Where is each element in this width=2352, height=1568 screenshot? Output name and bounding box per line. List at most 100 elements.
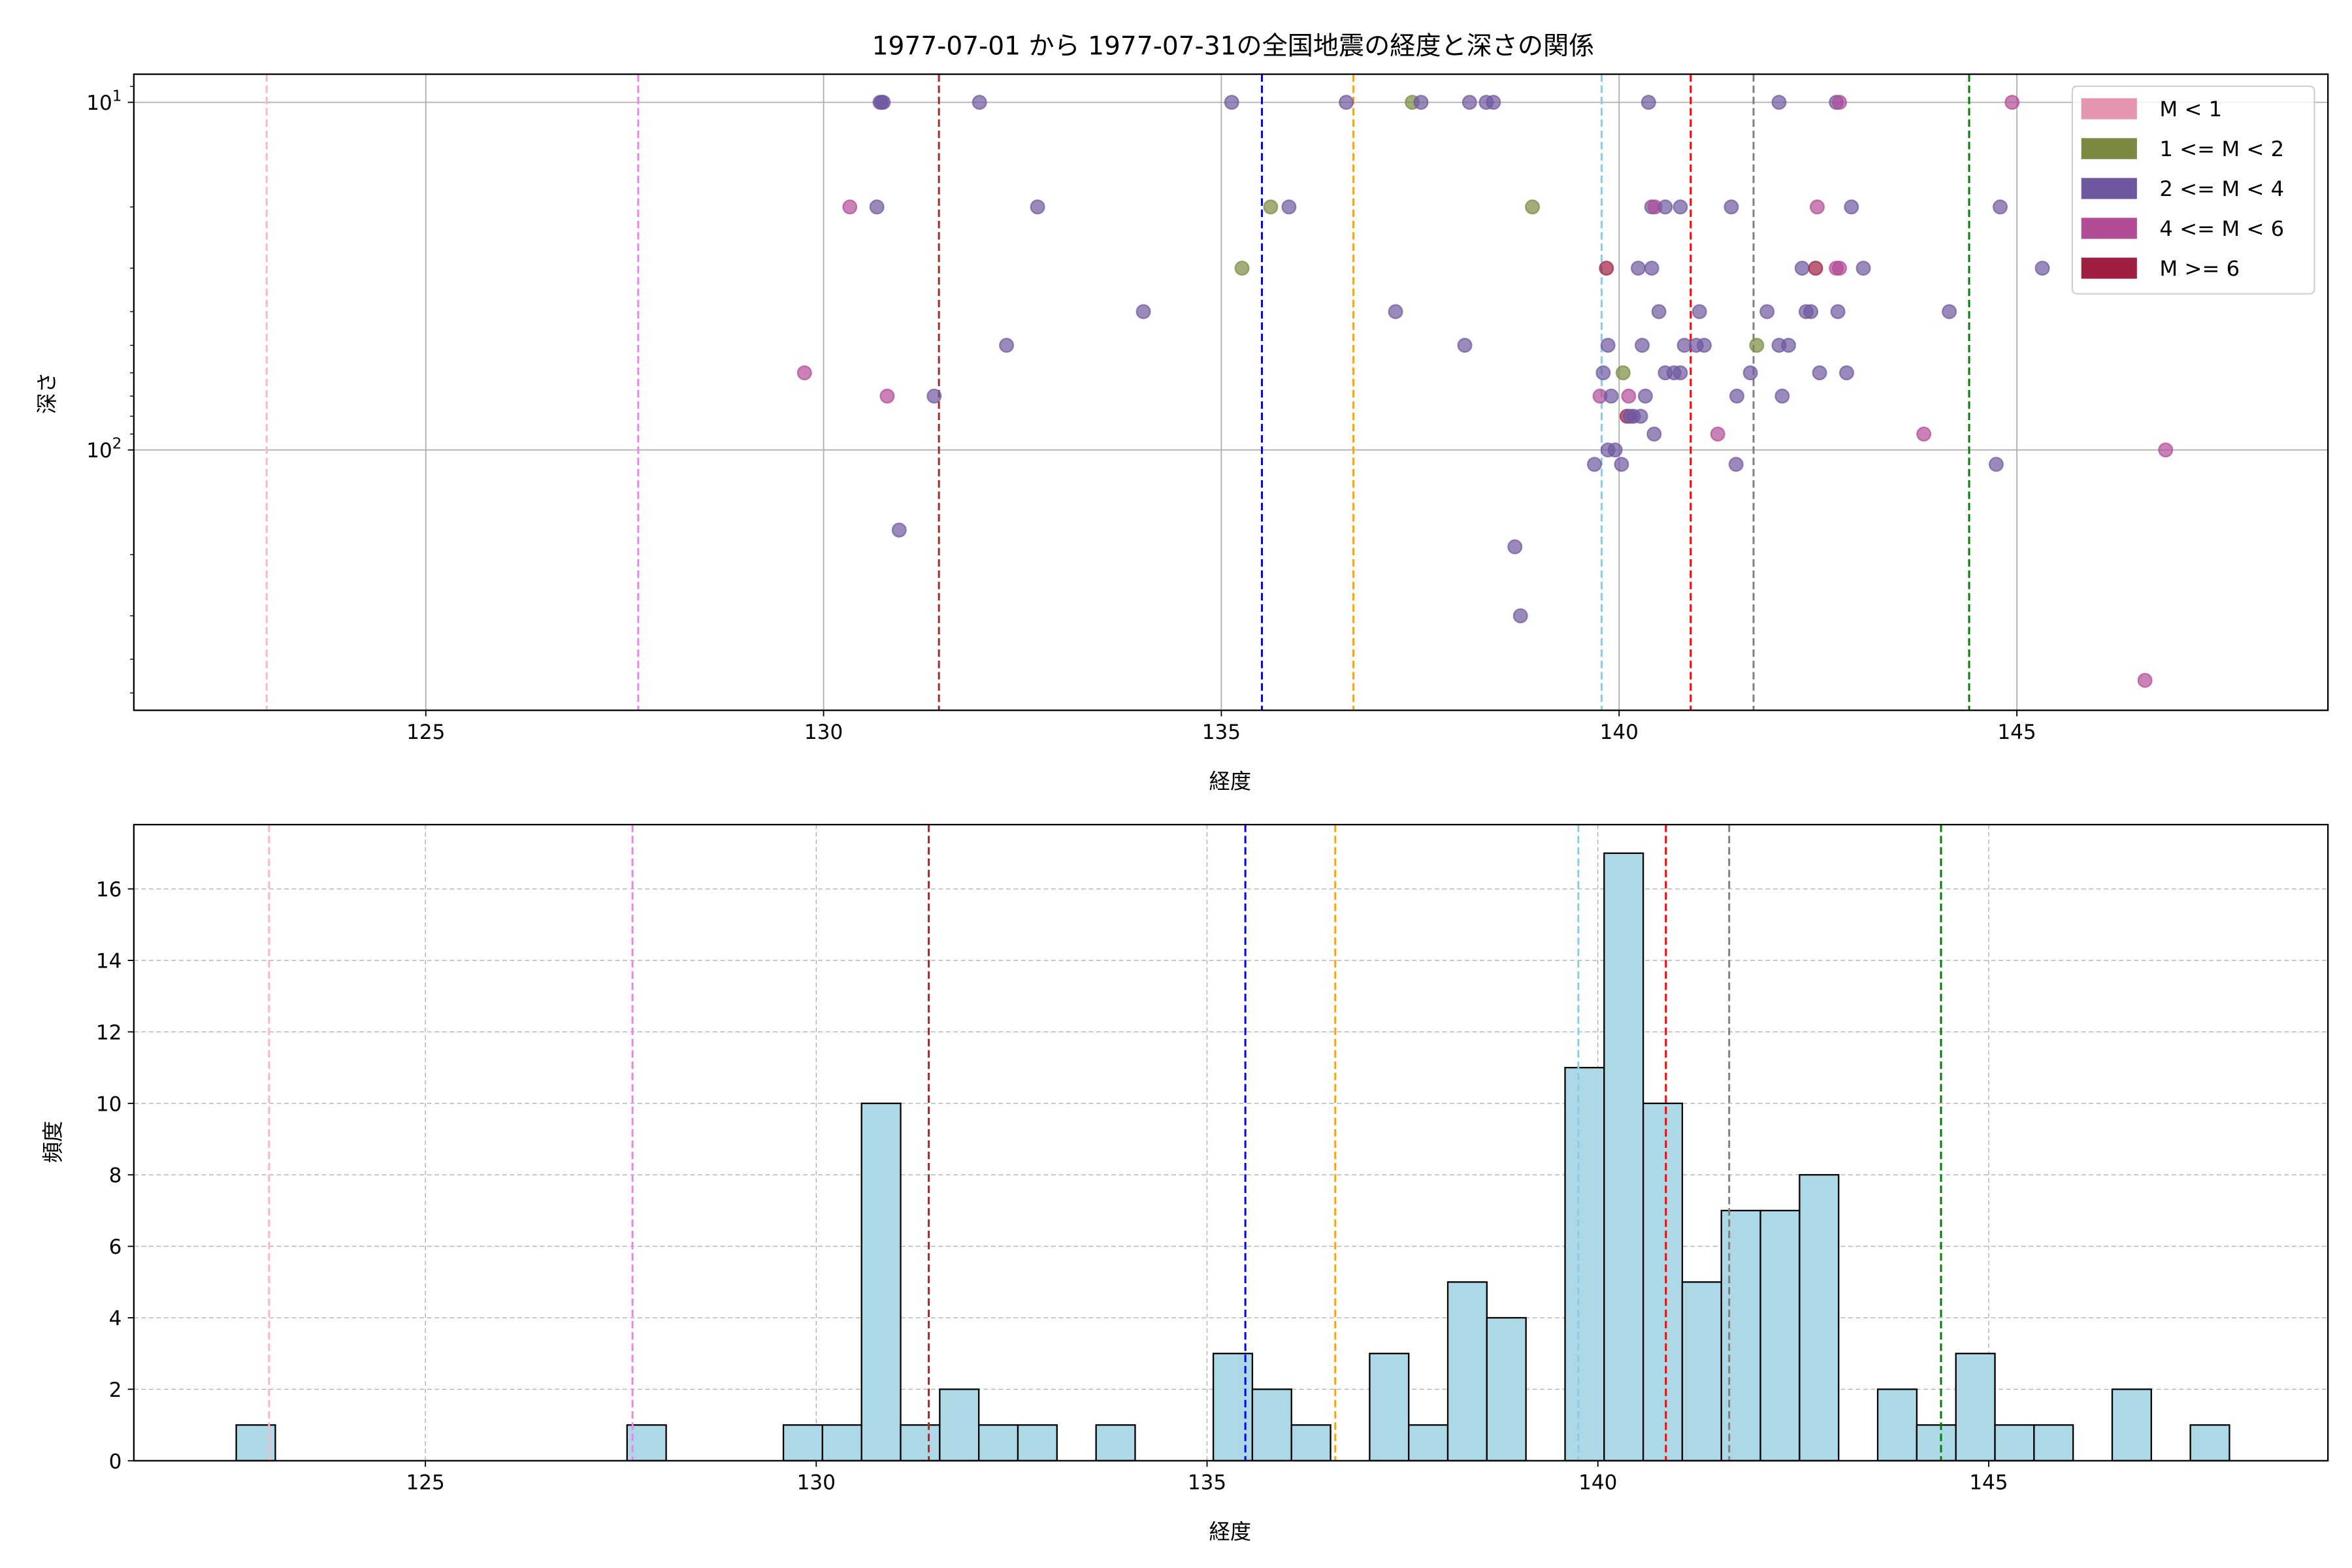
data-point: [972, 95, 987, 110]
data-point: [1742, 365, 1758, 381]
data-point: [1525, 199, 1541, 215]
data-point: [1607, 442, 1623, 458]
data-point: [926, 388, 942, 404]
histogram-bar: [1212, 1352, 1254, 1462]
histogram-bar: [1446, 1281, 1488, 1462]
data-point: [2137, 672, 2153, 688]
data-point: [1486, 95, 1501, 110]
x-tick-label: 130: [804, 721, 843, 744]
histogram-bar: [900, 1424, 941, 1462]
data-point: [1339, 95, 1354, 110]
data-point: [1771, 95, 1787, 110]
y-tick-label: 16: [96, 878, 122, 902]
legend: M < 1 1 <= M < 2 2 <= M < 4 4 <= M < 6 M >= …: [2071, 85, 2315, 295]
histogram-bar: [1955, 1352, 1996, 1462]
data-point: [1135, 304, 1151, 319]
data-point: [875, 95, 891, 110]
histogram-bar: [235, 1424, 276, 1462]
data-point: [1599, 260, 1614, 276]
data-point: [1651, 304, 1667, 319]
y-tick-label: 0: [109, 1450, 122, 1473]
x-tick-label: 125: [406, 721, 445, 744]
data-point: [1697, 338, 1712, 353]
y-tick-label: 6: [109, 1235, 122, 1259]
histogram-bar: [1408, 1424, 1449, 1462]
histogram-bar: [2033, 1424, 2074, 1462]
data-point: [1630, 260, 1646, 276]
histogram-bar: [978, 1424, 1019, 1462]
histogram-bar: [1799, 1174, 1840, 1462]
data-point: [1774, 388, 1790, 404]
histogram-bar: [1564, 1066, 1605, 1462]
y-axis-label: 深さ: [35, 372, 59, 414]
histogram-bar: [1642, 1102, 1684, 1462]
data-point: [1916, 426, 1932, 442]
data-point: [1838, 365, 1854, 381]
data-point: [1641, 95, 1656, 110]
data-point: [1388, 304, 1403, 319]
legend-label: 4 <= M < 6: [2159, 216, 2284, 241]
data-point: [1621, 388, 1637, 404]
data-point: [1812, 365, 1827, 381]
y-tick-label: 101: [86, 88, 122, 115]
histogram-bar: [1017, 1424, 1058, 1462]
y-axis-label: 頻度: [41, 1121, 65, 1163]
y-tick-label: 10: [96, 1092, 122, 1116]
data-point: [2034, 260, 2050, 276]
data-point: [1224, 95, 1239, 110]
histogram-bar: [939, 1388, 980, 1462]
data-point: [1992, 199, 2008, 215]
data-point: [1614, 457, 1629, 472]
y-tick-label: 102: [86, 435, 122, 463]
data-point: [1635, 338, 1650, 353]
legend-label: 2 <= M < 4: [2159, 176, 2284, 201]
x-tick-label: 135: [1188, 1471, 1226, 1495]
histogram-bar: [1369, 1352, 1410, 1462]
data-point: [1030, 199, 1045, 215]
histogram-bar: [1994, 1424, 2035, 1462]
histogram-bar: [1486, 1316, 1527, 1462]
data-point: [1673, 199, 1688, 215]
data-point: [1457, 338, 1473, 353]
data-point: [1710, 426, 1725, 442]
data-point: [1803, 304, 1819, 319]
histogram-bar: [626, 1424, 667, 1462]
legend-label: M < 1: [2159, 97, 2222, 122]
data-point: [1729, 388, 1744, 404]
histogram-bar: [1095, 1424, 1136, 1462]
data-point: [1691, 304, 1707, 319]
data-point: [1988, 457, 2004, 472]
histogram-plot: 125 130 135 140 145 0 2 4 6 8 10 12 14 16 経度 頻度: [41, 823, 2329, 1544]
x-tick-label: 140: [1600, 721, 1639, 744]
legend-swatch: [2081, 218, 2137, 239]
data-point: [1808, 260, 1823, 276]
x-tick-label: 125: [406, 1471, 444, 1495]
data-point: [1413, 95, 1429, 110]
data-point: [796, 365, 812, 381]
ticks: 125 130 135 140 145 0 2 4 6 8 10 12 14 16: [96, 878, 2008, 1494]
histogram-bar: [1759, 1209, 1801, 1462]
data-point: [1728, 457, 1744, 472]
data-point: [1615, 365, 1631, 381]
data-point: [1942, 304, 1957, 319]
data-point: [1855, 260, 1871, 276]
legend-swatch: [2081, 178, 2137, 199]
data-point: [2004, 95, 2020, 110]
data-point: [1673, 365, 1688, 381]
histogram-bar: [1290, 1424, 1331, 1462]
ticks: 125 130 135 140 145 101 102: [86, 86, 2036, 744]
y-tick-label: 12: [96, 1021, 122, 1045]
histogram-bar: [821, 1424, 862, 1462]
x-tick-label: 140: [1578, 1471, 1617, 1495]
data-point: [1281, 199, 1297, 215]
y-tick-label: 14: [96, 950, 122, 973]
legend-swatch: [2081, 98, 2137, 120]
data-point: [842, 199, 858, 215]
data-point: [1830, 304, 1846, 319]
legend-label: M >= 6: [2159, 256, 2240, 281]
x-tick-label: 145: [1969, 1471, 2008, 1495]
x-tick-label: 145: [1997, 721, 2036, 744]
data-point: [891, 522, 907, 538]
x-axis-label: 経度: [1209, 1519, 1251, 1544]
data-point: [1234, 260, 1250, 276]
